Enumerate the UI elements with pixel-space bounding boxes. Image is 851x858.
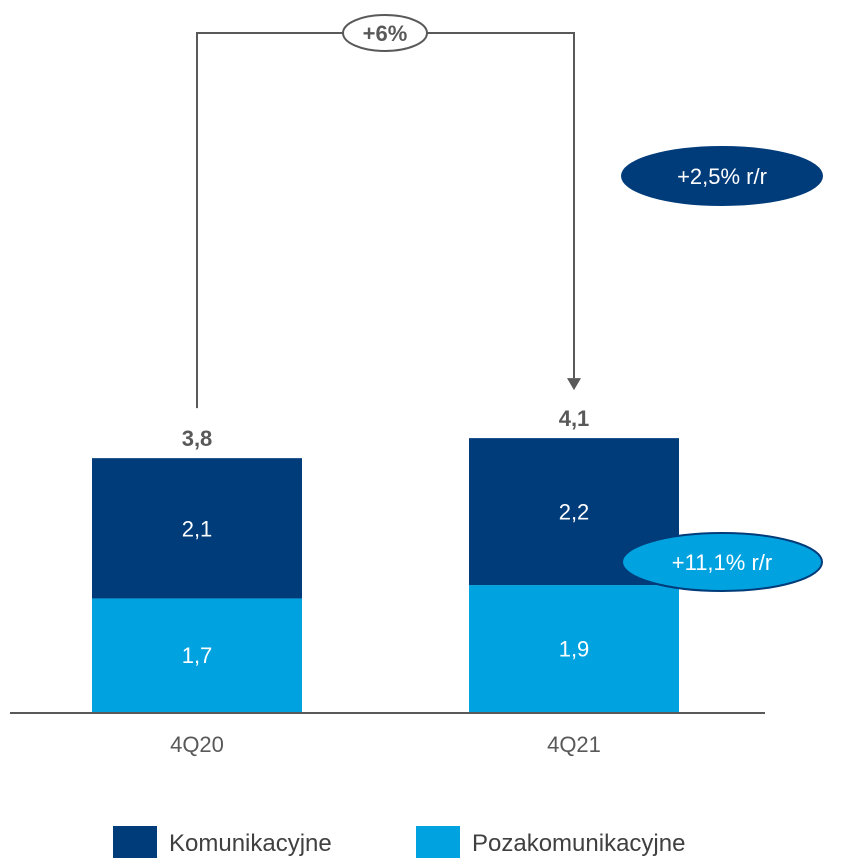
total-label-4q20: 3,8 (182, 426, 213, 451)
legend: Komunikacyjne Pozakomunikacyjne (113, 826, 685, 858)
bar-pozakomunikacyjne-4q21 (469, 585, 679, 712)
arrow-head-icon (567, 378, 581, 391)
legend-label-komunikacyjne: Komunikacyjne (169, 830, 332, 857)
change-oval (342, 14, 428, 52)
badge-oval-1 (621, 532, 823, 592)
x-tick-label-4q20: 4Q20 (170, 732, 224, 757)
data-label-pozakomunikacyjne-4q21: 1,9 (559, 637, 590, 662)
badges-group: +2,5% r/r +11,1% r/r (621, 146, 823, 592)
data-label-komunikacyjne-4q20: 2,1 (182, 516, 213, 541)
change-annotation: +6% (196, 14, 581, 409)
data-label-komunikacyjne-4q21: 2,2 (559, 500, 590, 525)
x-ticks-group: 4Q20 4Q21 (170, 732, 601, 757)
total-label-4q21: 4,1 (559, 406, 590, 431)
bars-group (92, 438, 679, 712)
badge-oval-0 (621, 146, 823, 206)
bar-komunikacyjne-4q20 (92, 458, 302, 599)
change-connector-left (196, 32, 343, 409)
x-tick-label-4q21: 4Q21 (547, 732, 601, 757)
change-connector-right (427, 32, 575, 379)
badge-label-0: +2,5% r/r (677, 164, 767, 189)
legend-label-pozakomunikacyjne: Pozakomunikacyjne (472, 830, 685, 857)
legend-swatch-pozakomunikacyjne (416, 826, 460, 858)
data-label-pozakomunikacyjne-4q20: 1,7 (182, 643, 213, 668)
badge-label-1: +11,1% r/r (672, 550, 772, 575)
change-label: +6% (363, 21, 408, 46)
legend-swatch-komunikacyjne (113, 826, 157, 858)
labels-group: 1,7 2,1 3,8 1,9 2,2 4,1 (182, 406, 590, 668)
bar-pozakomunikacyjne-4q20 (92, 598, 302, 712)
